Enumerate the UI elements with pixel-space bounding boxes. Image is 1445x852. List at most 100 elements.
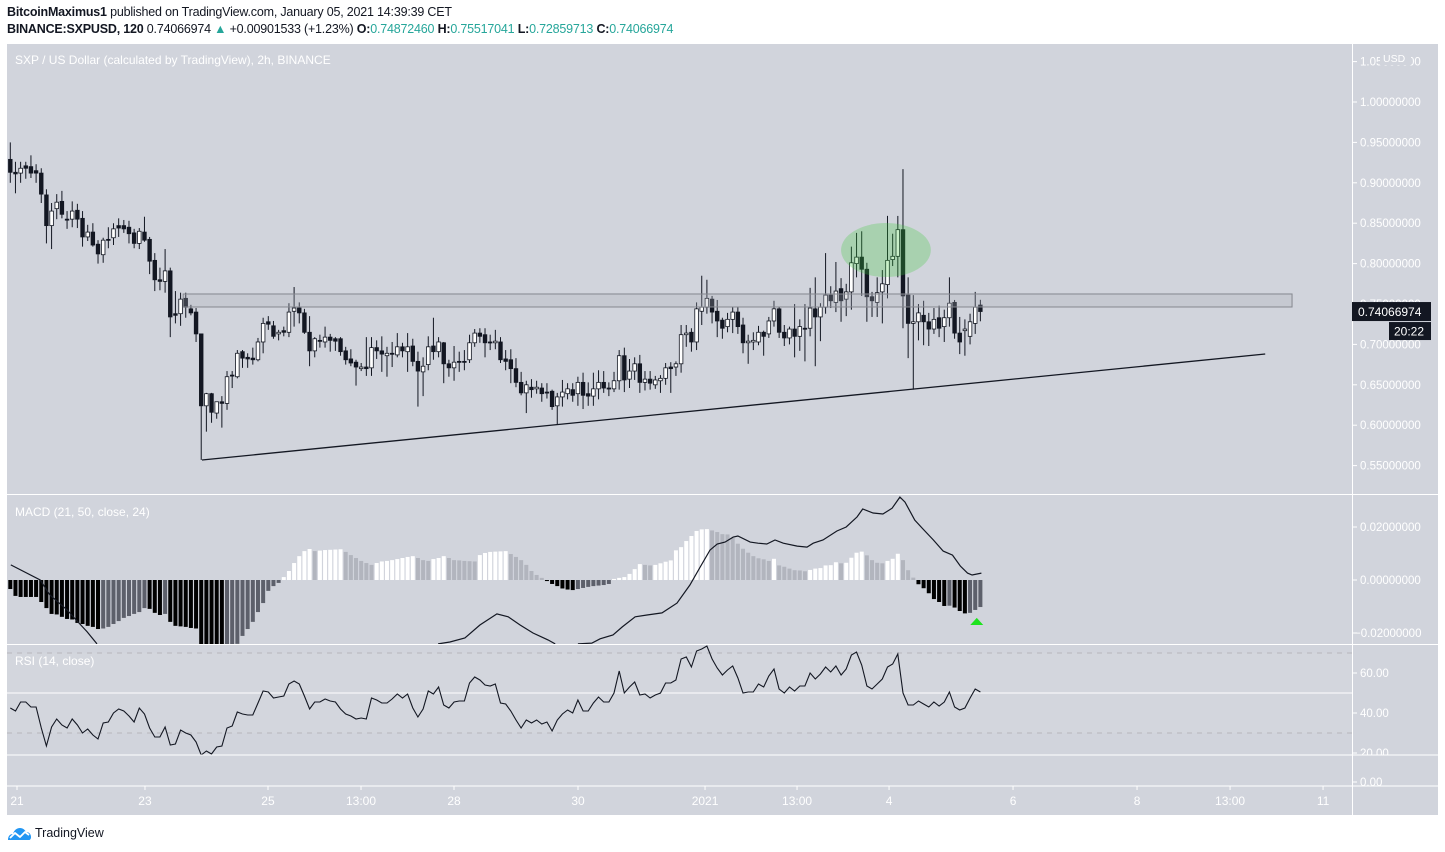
candle-body-bullish bbox=[291, 307, 297, 312]
macd-histogram-bar bbox=[348, 555, 353, 580]
close-value: 0.74066974 bbox=[609, 22, 674, 36]
candle-body-bullish bbox=[694, 308, 699, 343]
candle bbox=[890, 233, 895, 267]
macd-axis[interactable]: 0.02000000 0.00000000 −0.02000000 bbox=[1352, 522, 1421, 640]
brand-name: TradingView bbox=[35, 826, 104, 840]
candle bbox=[596, 370, 601, 400]
macd-histogram-bar bbox=[673, 550, 678, 580]
macd-histogram-bar bbox=[96, 580, 101, 630]
macd-histogram-bar bbox=[710, 530, 715, 580]
candle bbox=[431, 317, 436, 360]
candle-body-bearish bbox=[59, 200, 65, 215]
macd-histogram-bar bbox=[947, 580, 952, 606]
candle bbox=[462, 350, 467, 371]
bar-countdown-badge bbox=[1389, 322, 1431, 341]
candle-body-bullish bbox=[797, 326, 802, 337]
candle bbox=[792, 304, 797, 358]
candle bbox=[487, 334, 493, 351]
macd-histogram-bar bbox=[116, 580, 121, 622]
extra-pane-axis[interactable]: 0.00 bbox=[1352, 777, 1382, 789]
candle-body-bearish bbox=[142, 231, 147, 241]
candle bbox=[627, 358, 632, 389]
macd-histogram-bar bbox=[586, 580, 591, 587]
price-pane[interactable] bbox=[8, 142, 1293, 461]
candle bbox=[152, 253, 157, 292]
candle-body-bearish bbox=[13, 171, 18, 175]
price-axis[interactable]: 1.050000001.000000000.950000000.90000000… bbox=[1352, 51, 1421, 473]
macd-histogram-bar bbox=[906, 570, 911, 580]
candle bbox=[529, 379, 534, 398]
candle bbox=[807, 287, 813, 337]
candle bbox=[642, 371, 648, 391]
candle-body-bullish bbox=[885, 259, 890, 286]
time-axis[interactable]: 21 23 25 13:00 28 30 2021 13:00 4 6 8 13:00 11 bbox=[10, 786, 1330, 808]
candle-body-bearish bbox=[389, 352, 395, 355]
macd-histogram-bar bbox=[859, 551, 864, 580]
candle bbox=[916, 304, 921, 341]
candle-body-bullish bbox=[426, 346, 431, 366]
macd-histogram-bar bbox=[642, 564, 647, 580]
candle-body-bullish bbox=[658, 377, 663, 382]
candle bbox=[400, 342, 405, 358]
candle bbox=[673, 361, 679, 376]
macd-tick-label: −0.02000000 bbox=[1354, 628, 1421, 640]
candle-body-bullish bbox=[565, 388, 570, 395]
author-name[interactable]: BitcoinMaximus1 bbox=[7, 5, 107, 19]
candle bbox=[782, 325, 787, 347]
macd-histogram-bar bbox=[694, 530, 699, 580]
candle bbox=[297, 302, 302, 324]
macd-histogram-bar bbox=[828, 565, 833, 580]
candle bbox=[813, 277, 818, 367]
candle bbox=[885, 215, 890, 299]
candle-body-bearish bbox=[328, 336, 333, 341]
publish-text: published on TradingView.com, January 05… bbox=[110, 5, 452, 19]
ascending-support-trendline[interactable] bbox=[201, 353, 1266, 461]
candle bbox=[384, 346, 390, 377]
macd-histogram-bar bbox=[126, 580, 131, 617]
candle bbox=[632, 357, 637, 380]
candle-body-bearish bbox=[668, 366, 673, 370]
candle bbox=[921, 300, 926, 346]
candle bbox=[33, 164, 39, 183]
candle bbox=[281, 326, 286, 337]
macd-histogram-bar bbox=[612, 578, 617, 580]
chart-area[interactable] bbox=[7, 44, 1438, 815]
candle bbox=[694, 302, 699, 351]
candle-body-bearish bbox=[900, 229, 906, 297]
candle-body-bullish bbox=[642, 378, 648, 383]
candle-body-bullish bbox=[844, 291, 849, 300]
candle-body-bullish bbox=[54, 201, 59, 210]
candle-body-bullish bbox=[627, 370, 632, 380]
macd-histogram-bar bbox=[725, 534, 730, 580]
macd-pane[interactable] bbox=[8, 496, 984, 653]
macd-histogram-bar bbox=[839, 563, 844, 580]
macd-histogram-bar bbox=[374, 563, 379, 580]
candle bbox=[771, 300, 777, 327]
symbol-info-bar: BINANCE:SXPUSD, 120 0.74066974 ▲ +0.0090… bbox=[7, 22, 673, 37]
macd-histogram-bar bbox=[333, 549, 338, 580]
macd-histogram-bar bbox=[39, 580, 44, 602]
macd-histogram-bar bbox=[539, 577, 544, 580]
highlight-ellipse[interactable] bbox=[841, 223, 931, 278]
rsi-axis[interactable]: 60.00 40.00 20.00 bbox=[1352, 668, 1389, 760]
tradingview-brand-link[interactable]: TradingView bbox=[7, 825, 104, 841]
macd-histogram-bar bbox=[18, 580, 23, 597]
macd-histogram-bar bbox=[937, 580, 942, 602]
pane-separators[interactable] bbox=[7, 44, 1438, 815]
macd-histogram-bar bbox=[188, 580, 193, 628]
candle bbox=[157, 267, 163, 291]
candle bbox=[250, 347, 256, 365]
macd-histogram-bar bbox=[477, 555, 482, 580]
macd-histogram-bar bbox=[534, 574, 539, 580]
candle bbox=[121, 219, 127, 233]
resistance-zone-rectangle[interactable] bbox=[182, 293, 1293, 308]
rsi-pane[interactable] bbox=[7, 645, 1352, 755]
candle bbox=[838, 278, 844, 322]
candle-body-bullish bbox=[895, 229, 901, 257]
candle-body-bearish bbox=[348, 358, 354, 364]
candle bbox=[689, 328, 694, 352]
time-tick-label: 11 bbox=[1317, 794, 1330, 808]
candle-body-bearish bbox=[586, 393, 591, 397]
candle-body-bearish bbox=[379, 350, 385, 355]
